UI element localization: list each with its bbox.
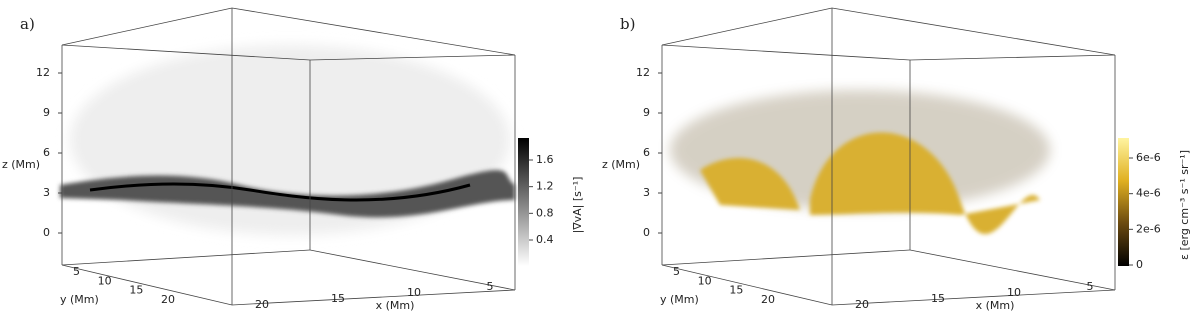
z-tick-label: 12 xyxy=(36,66,50,79)
colorbar xyxy=(518,138,529,266)
box-edge xyxy=(231,289,516,306)
colorbar xyxy=(1118,138,1129,266)
colorbar-tick-label: 1.2 xyxy=(536,180,554,193)
colorbar-label: |∇vA| [s⁻¹] xyxy=(571,177,584,234)
colorbar-tick-label: 4e-6 xyxy=(1136,187,1161,200)
volume-glow xyxy=(700,132,1040,235)
box-edge xyxy=(661,264,833,306)
box-edge xyxy=(309,54,516,61)
z-tick-label: 9 xyxy=(643,106,650,119)
colorbar-tick-label: 0.8 xyxy=(536,206,554,219)
y-axis-label: y (Mm) xyxy=(660,293,699,306)
colorbar-tick-label: 2e-6 xyxy=(1136,222,1161,235)
panel-b: b) 0 3 6 9 12 z (Mm) 5 10 15 20 y (Mm) 20 15 10 5 x (Mm)… xyxy=(602,7,1191,312)
y-tick-label: 15 xyxy=(129,284,143,297)
z-tick-label: 3 xyxy=(43,186,50,199)
z-tick-label: 6 xyxy=(43,146,50,159)
x-tick-label: 20 xyxy=(255,298,269,311)
y-tick-label: 20 xyxy=(761,293,775,306)
y-tick-label: 15 xyxy=(729,284,743,297)
colorbar-tick-label: 0 xyxy=(1136,258,1143,271)
z-axis-label: z (Mm) xyxy=(602,158,640,171)
box-edge xyxy=(831,7,1116,56)
panel-label: b) xyxy=(620,15,635,33)
z-tick-label: 3 xyxy=(643,186,650,199)
box-edge xyxy=(909,249,1116,291)
y-tick-label: 20 xyxy=(161,293,175,306)
panel-a: a) 0 3 6 9 12 z (Mm) 5 10 15 20 y (Mm) 20 15 10 5 x (Mm)… xyxy=(2,7,584,312)
box-edge xyxy=(661,249,911,266)
y-tick-label: 10 xyxy=(98,274,112,287)
box-edge xyxy=(61,7,233,46)
z-tick-label: 0 xyxy=(643,226,650,239)
y-tick-label: 10 xyxy=(698,274,712,287)
x-tick-label: 15 xyxy=(331,292,345,305)
x-tick-label: 15 xyxy=(931,292,945,305)
colorbar-tick-label: 0.4 xyxy=(536,233,554,246)
panel-label: a) xyxy=(20,15,35,33)
z-tick-label: 9 xyxy=(43,106,50,119)
y-tick-label: 5 xyxy=(73,265,80,278)
box-edge xyxy=(661,44,911,61)
colorbar-tick-label: 6e-6 xyxy=(1136,151,1161,164)
x-tick-label: 5 xyxy=(487,280,494,293)
box-edge xyxy=(661,7,833,46)
box-edge xyxy=(61,249,311,266)
y-tick-label: 5 xyxy=(673,265,680,278)
z-axis-label: z (Mm) xyxy=(2,158,40,171)
z-tick-label: 0 xyxy=(43,226,50,239)
volume-structure xyxy=(89,182,471,202)
box-edge xyxy=(831,289,1116,306)
x-axis-label: x (Mm) xyxy=(976,299,1015,312)
volume-band xyxy=(60,170,515,218)
z-tick-label: 6 xyxy=(643,146,650,159)
x-tick-label: 20 xyxy=(855,298,869,311)
x-tick-label: 10 xyxy=(1007,286,1021,299)
box-edge xyxy=(909,54,1116,61)
x-axis-label: x (Mm) xyxy=(376,299,415,312)
colorbar-label: ε [erg cm⁻³ s⁻¹ sr⁻¹] xyxy=(1178,150,1191,260)
box-edge xyxy=(61,264,233,306)
y-axis-label: y (Mm) xyxy=(60,293,99,306)
x-tick-label: 10 xyxy=(407,286,421,299)
box-edge xyxy=(61,44,311,61)
x-tick-label: 5 xyxy=(1087,280,1094,293)
colorbar-tick-label: 1.6 xyxy=(536,153,554,166)
z-tick-label: 12 xyxy=(636,66,650,79)
box-edge xyxy=(309,249,516,291)
box-edge xyxy=(231,7,516,56)
